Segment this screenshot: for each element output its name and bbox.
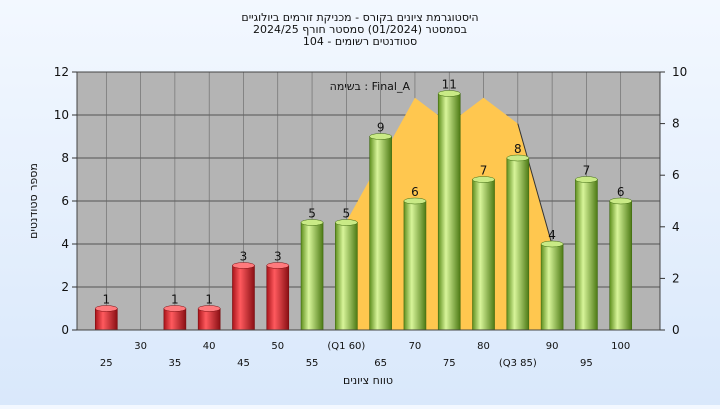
x-tick-label: 75 [443,358,456,369]
distribution-area-outline [517,123,553,245]
bar-value-label: 6 [411,185,419,199]
bar-cap-100 [609,197,632,205]
bar-85 [506,157,530,331]
y-left-tick-label: 2 [61,280,69,294]
y-right-axis-ticks: 0 2 4 6 8 10 [660,65,687,337]
bar-cap-50 [266,262,290,269]
bar-value-label: 7 [480,164,488,178]
x-axis-label: טווח ציונים [343,374,393,387]
bar-cap-70 [403,197,427,205]
bar-value-label: 6 [617,185,625,199]
bar-cap-25 [95,305,118,312]
bar-value-label: 1 [102,293,110,307]
bar-70 [403,200,427,331]
x-tick-label: 80 [477,341,490,352]
bar-value-label: 1 [205,293,213,307]
bar-55 [300,222,324,331]
bar-75 [437,93,461,331]
bar-95 [575,179,598,331]
x-tick-label: 65 [374,358,387,369]
x-tick-label: 55 [306,358,319,369]
x-tick-label: 90 [546,341,559,352]
x-tick-label: 50 [271,341,284,352]
y-left-tick-label: 0 [61,323,69,337]
bar-90 [540,243,564,331]
bar-cap-85 [506,154,530,162]
x-tick-label: 40 [203,341,216,352]
bar-cap-80 [472,176,495,183]
x-tick-label: 95 [580,358,593,369]
bar-cap-40 [197,305,221,312]
bar-45 [232,265,255,331]
x-tick-label: 30 [134,341,147,352]
bar-cap-60 [335,219,358,226]
title-line-1: היסטוגרמת ציונים בקורס - מכניקת זורמים ב… [241,11,478,24]
y-left-tick-label: 12 [54,65,69,79]
bar-50 [266,265,290,331]
y-left-axis-ticks: 0 2 4 6 8 10 12 [54,65,77,337]
x-tick-label: (Q3 85) [499,358,537,369]
chart-title: היסטוגרמת ציונים בקורס - מכניקת זורמים ב… [241,11,478,48]
y-right-tick-label: 8 [672,117,680,131]
x-tick-label: 45 [237,358,250,369]
bar-cap-95 [575,176,598,183]
bar-60 [335,222,358,331]
bar-value-label: 9 [377,121,385,135]
title-line-3: סטודנטים רשומים - 104 [303,35,417,48]
y-left-tick-label: 10 [54,108,69,122]
x-tick-label: (Q1 60) [327,341,365,352]
bar-value-label: 8 [514,142,522,156]
bar-100 [609,200,633,331]
bar-value-label: 4 [548,228,556,242]
annotation-text: בשימה : Final_A [330,80,411,93]
x-tick-label: 35 [169,358,182,369]
y-left-tick-label: 4 [61,237,69,251]
bar-value-label: 3 [240,250,248,264]
x-tick-label: 70 [409,341,422,352]
bar-value-label: 3 [274,250,282,264]
x-tick-label: 100 [611,341,630,352]
bar-value-label: 7 [583,164,591,178]
bar-value-label: 5 [308,207,316,221]
title-line-2: בסמסטר (01/2024) סמסטר חורף 2024/25 [253,23,467,36]
y-right-tick-label: 2 [672,271,680,285]
y-right-tick-label: 0 [672,323,680,337]
y-right-tick-label: 10 [672,65,687,79]
y-left-tick-label: 8 [61,151,69,165]
bar-80 [472,179,495,331]
x-tick-label: 25 [100,358,113,369]
bar-value-label: 5 [343,207,351,221]
y-right-tick-label: 6 [672,168,680,182]
y-axis-label: מספר סטודנטים [27,163,40,239]
bar-65 [369,136,392,331]
bar-cap-45 [232,262,255,269]
bar-cap-35 [163,305,187,312]
bar-cap-55 [300,219,324,226]
x-axis-ticks: 25 30 35 40 45 50 55 (Q1 60) 65 70 75 80 (Q3 85) 90 95… [100,341,630,369]
bar-value-label: 11 [442,78,457,92]
bars [94,90,633,331]
bar-cap-65 [369,133,392,140]
y-right-tick-label: 4 [672,220,680,234]
bar-cap-90 [540,240,564,248]
bar-cap-75 [437,90,461,97]
y-left-tick-label: 6 [61,194,69,208]
bar-value-label: 1 [171,293,179,307]
